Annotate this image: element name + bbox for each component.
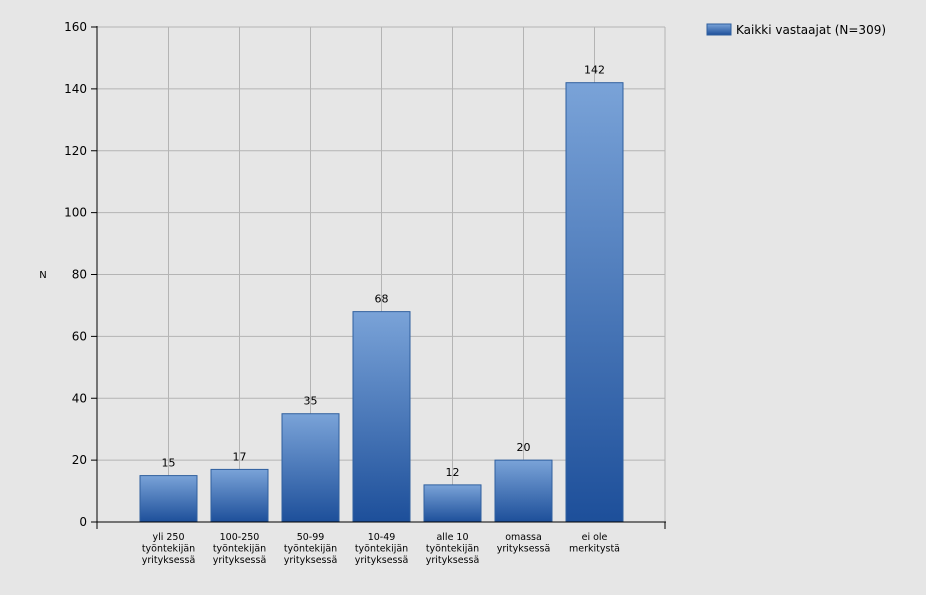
y-tick-label-20: 20 <box>72 453 87 467</box>
bar-3 <box>352 311 411 523</box>
y-tick-label-120: 120 <box>64 144 87 158</box>
x-category-label-3: 10-49 työntekijän yrityksessä <box>355 532 409 566</box>
data-label-4: 12 <box>446 466 460 479</box>
bar-4 <box>423 484 482 523</box>
y-tick-label-80: 80 <box>72 268 87 282</box>
y-tick-label-160: 160 <box>64 20 87 34</box>
y-tick-label-100: 100 <box>64 206 87 220</box>
bar-2 <box>281 413 340 523</box>
bar-1 <box>210 468 269 523</box>
legend-swatch <box>706 23 732 36</box>
grid-layer <box>97 26 666 522</box>
data-label-1: 17 <box>233 450 247 463</box>
bar-0 <box>139 475 198 523</box>
axes-layer <box>91 26 666 529</box>
legend-label-kaikki-vastaajat: Kaikki vastaajat (N=309) <box>736 23 886 37</box>
data-label-2: 35 <box>304 395 318 408</box>
data-label-6: 142 <box>584 64 605 77</box>
data-label-0: 15 <box>162 457 176 470</box>
y-tick-label-0: 0 <box>79 515 87 529</box>
data-label-5: 20 <box>517 441 531 454</box>
bar-6 <box>565 82 624 523</box>
y-tick-label-40: 40 <box>72 391 87 405</box>
y-axis-title: N <box>39 270 46 281</box>
legend: Kaikki vastaajat (N=309) <box>706 23 886 37</box>
data-label-3: 68 <box>375 293 389 306</box>
x-category-label-6: ei ole merkitystä <box>569 532 620 555</box>
y-tick-label-60: 60 <box>72 329 87 343</box>
bar-5 <box>494 459 553 523</box>
x-category-label-1: 100-250 työntekijän yrityksessä <box>213 532 267 566</box>
x-category-label-5: omassa yrityksessä <box>497 532 551 555</box>
bars-layer <box>139 82 624 523</box>
labels-layer: 0 20 40 60 80 100 120 140 160 15 yli 250 työntekijä… <box>64 20 620 566</box>
y-tick-label-140: 140 <box>64 82 87 96</box>
x-category-label-2: 50-99 työntekijän yrityksessä <box>284 532 338 566</box>
x-category-label-0: yli 250 työntekijän yrityksessä <box>142 532 196 566</box>
x-category-label-4: alle 10 työntekijän yrityksessä <box>426 532 480 566</box>
